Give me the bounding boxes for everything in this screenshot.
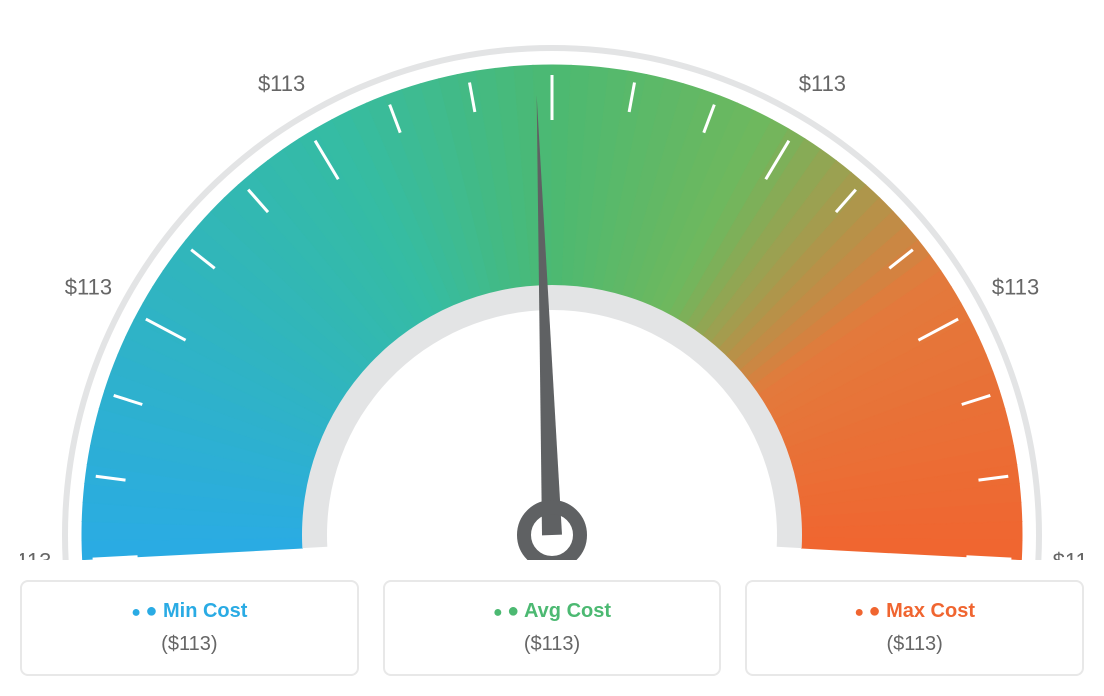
gauge-tick-label: $113 [65,274,112,299]
legend-min-cost: ● Min Cost ($113) [20,580,359,676]
legend-avg-cost: ● Avg Cost ($113) [383,580,722,676]
gauge-arc-segment [82,538,302,560]
gauge-arc-segment [802,538,1022,560]
cost-gauge-chart: $113 $113 $113 $113 $113 $113 $113 [20,20,1084,560]
gauge-tick-label: $113 [258,71,305,96]
legend-row: ● Min Cost ($113) ● Avg Cost ($113) ● Ma… [20,580,1084,676]
gauge-svg: $113 $113 $113 $113 $113 $113 $113 [20,20,1084,560]
legend-max-value: ($113) [747,633,1082,656]
legend-min-value: ($113) [22,633,357,656]
legend-avg-label: ● Avg Cost [385,600,720,623]
legend-max-label: ● Max Cost [747,600,1082,623]
legend-min-label: ● Min Cost [22,600,357,623]
gauge-tick-label: $113 [20,548,51,560]
gauge-tick-label: $113 [992,274,1039,299]
gauge-tick-label: $113 [799,71,846,96]
legend-avg-value: ($113) [385,633,720,656]
gauge-tick-label: $113 [1053,548,1084,560]
legend-max-cost: ● Max Cost ($113) [745,580,1084,676]
gauge-tick-label: $113 [528,20,575,21]
